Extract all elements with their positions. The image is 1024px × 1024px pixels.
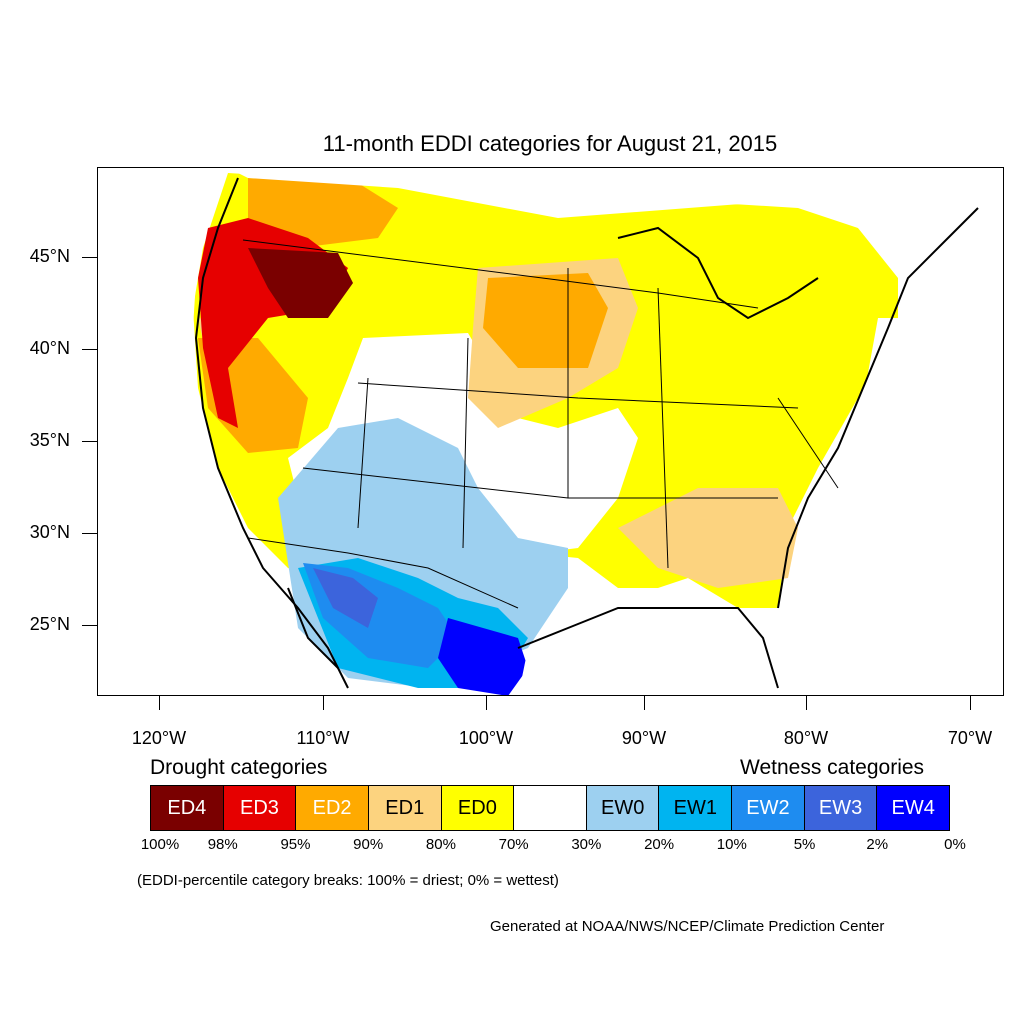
lat-label-30: 30°N [29, 522, 70, 542]
percentile-label: 80% [425, 836, 456, 853]
percentile-label: 30% [571, 836, 602, 853]
eddi-map [98, 168, 1003, 695]
legend-colorbar: ED4 ED3 ED2 ED1 ED0 EW0 EW1 EW2 EW3 EW4 [150, 785, 950, 831]
lon-label-90: 90°W [621, 728, 667, 748]
lat-tick [82, 257, 97, 258]
legend-cell-ed2: ED2 [296, 786, 369, 830]
lon-label-70: 70°W [947, 728, 993, 748]
legend-cell-ed4: ED4 [151, 786, 224, 830]
region-ed4 [248, 248, 353, 318]
region-north-blank [228, 168, 1003, 218]
category-note: (EDDI-percentile category breaks: 100% =… [137, 872, 559, 889]
lon-label-120: 120°W [131, 728, 187, 748]
percentile-label: 20% [644, 836, 675, 853]
legend-cell-ew2: EW2 [732, 786, 805, 830]
drought-heading: Drought categories [150, 756, 328, 779]
percentile-label: 98% [207, 836, 238, 853]
legend-cell-ew4: EW4 [877, 786, 950, 830]
credit-text: Generated at NOAA/NWS/NCEP/Climate Predi… [490, 918, 885, 935]
lat-tick [82, 625, 97, 626]
lon-tick [323, 696, 324, 710]
legend-cell-ew3: EW3 [804, 786, 878, 830]
percentile-label: 0% [944, 836, 966, 853]
lat-label-25: 25°N [29, 614, 70, 634]
coastline [194, 177, 979, 689]
wetness-heading: Wetness categories [740, 756, 925, 779]
legend-cell-ed3: ED3 [223, 786, 297, 830]
percentile-label: 70% [498, 836, 529, 853]
region-ew3 [313, 568, 378, 628]
region-ed1-southeast [618, 488, 798, 588]
legend-cell-ed1: ED1 [368, 786, 442, 830]
percentile-label: 5% [793, 836, 816, 853]
map-panel [97, 167, 1004, 696]
legend-cell-ew1: EW1 [659, 786, 733, 830]
lon-tick [159, 696, 160, 710]
ocean-gulf [518, 598, 778, 695]
legend-cell-ed0: ED0 [441, 786, 515, 830]
percentile-label: 90% [353, 836, 384, 853]
map-title: 11-month EDDI categories for August 21, … [322, 131, 778, 156]
lon-tick [806, 696, 807, 710]
lon-label-100: 100°W [458, 728, 514, 748]
percentile-label: 95% [280, 836, 311, 853]
lat-label-45: 45°N [29, 246, 70, 266]
lon-tick [970, 696, 971, 710]
percentile-label: 100% [140, 836, 180, 853]
percentile-label: 2% [866, 836, 889, 853]
region-ew4 [438, 618, 528, 695]
region-ed2-northplains [483, 273, 608, 368]
legend-cell-neutral [514, 786, 587, 830]
lon-label-80: 80°W [783, 728, 829, 748]
region-neutral-ne [828, 188, 948, 278]
boundary-lines [242, 239, 839, 609]
lat-tick [82, 349, 97, 350]
lon-label-110: 110°W [296, 728, 350, 748]
lat-tick [82, 533, 97, 534]
lat-tick [82, 441, 97, 442]
lon-tick [644, 696, 645, 710]
percentile-label: 10% [716, 836, 747, 853]
ocean-atlantic [788, 318, 1003, 695]
lat-label-35: 35°N [29, 430, 70, 450]
lat-label-40: 40°N [29, 338, 70, 358]
ocean-pacific [98, 168, 298, 695]
lon-tick [486, 696, 487, 710]
legend-cell-ew0: EW0 [586, 786, 660, 830]
